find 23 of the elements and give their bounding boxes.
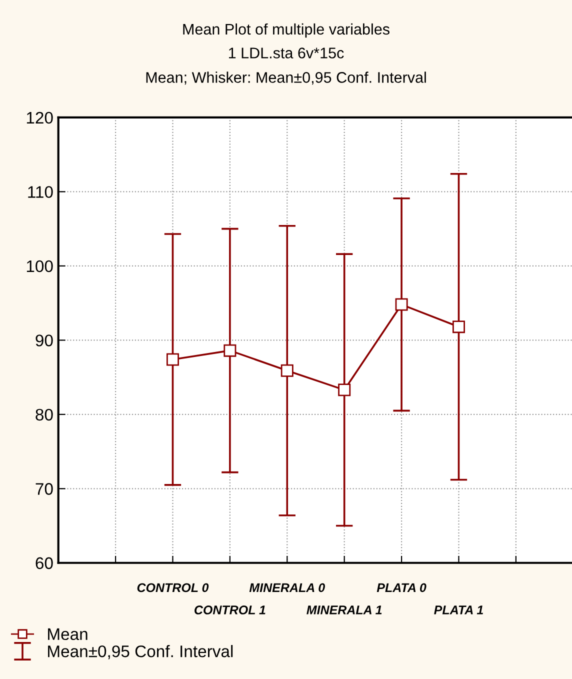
y-tick-label: 110 [28, 186, 53, 198]
x-tick-label: CONTROL 0 [137, 583, 209, 592]
y-tick-label: 80 [36, 408, 53, 421]
point [338, 384, 351, 396]
y-tick-label: 90 [36, 334, 53, 346]
x-tick-label: PLATA 1 [434, 606, 483, 614]
point [452, 320, 465, 334]
point [395, 298, 408, 311]
y-tick-label: 60 [36, 557, 53, 570]
x-tick-label: CONTROL 1 [194, 606, 266, 614]
chart-subtitle: 1 LDL.sta 6v*15c Mean; Whisker: Mean±0,95 Conf. Interval [146, 48, 426, 85]
y-tick-label: 120 [26, 112, 53, 124]
point [224, 344, 236, 357]
text: Mean±0,95 Conf. Interval [48, 645, 233, 660]
legend-label: Mean [48, 628, 88, 640]
x-tick-label: MINERALA 1 [306, 606, 382, 614]
point [166, 353, 179, 366]
y-tick-label: 100 [26, 260, 53, 272]
chart-title: Mean Plot of multiple variables [183, 23, 390, 38]
x-tick-label: MINERALA 0 [249, 583, 325, 592]
x-tick-label: PLATA 0 [376, 583, 426, 592]
point [280, 364, 294, 377]
y-tick-label: 70 [36, 483, 53, 495]
